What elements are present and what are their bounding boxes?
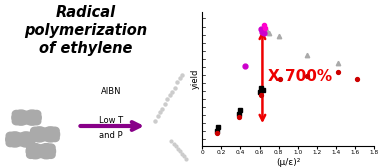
Text: Radical
polymerization
of ethylene: Radical polymerization of ethylene: [24, 5, 147, 56]
Circle shape: [33, 118, 41, 125]
Circle shape: [33, 110, 41, 117]
Circle shape: [26, 132, 35, 139]
Circle shape: [31, 127, 39, 134]
Circle shape: [51, 135, 59, 142]
X-axis label: (μ/ε)²: (μ/ε)²: [276, 158, 301, 167]
Circle shape: [6, 140, 14, 147]
Circle shape: [51, 127, 59, 134]
Circle shape: [37, 144, 56, 159]
Circle shape: [41, 127, 60, 142]
Circle shape: [26, 144, 45, 159]
Circle shape: [12, 110, 20, 117]
Circle shape: [12, 110, 30, 125]
Circle shape: [26, 140, 35, 147]
Circle shape: [26, 144, 35, 151]
Circle shape: [23, 110, 41, 125]
Circle shape: [6, 132, 24, 147]
Y-axis label: yield: yield: [191, 69, 200, 89]
Circle shape: [12, 118, 20, 125]
Text: AIBN: AIBN: [101, 87, 121, 96]
Circle shape: [47, 144, 55, 151]
Circle shape: [47, 152, 55, 158]
Circle shape: [31, 135, 39, 142]
Circle shape: [17, 132, 35, 147]
Circle shape: [30, 127, 49, 142]
Text: Low T: Low T: [99, 116, 123, 125]
Text: and P: and P: [99, 131, 123, 140]
Text: X 700%: X 700%: [268, 69, 332, 85]
Circle shape: [6, 132, 14, 139]
Circle shape: [26, 152, 35, 158]
